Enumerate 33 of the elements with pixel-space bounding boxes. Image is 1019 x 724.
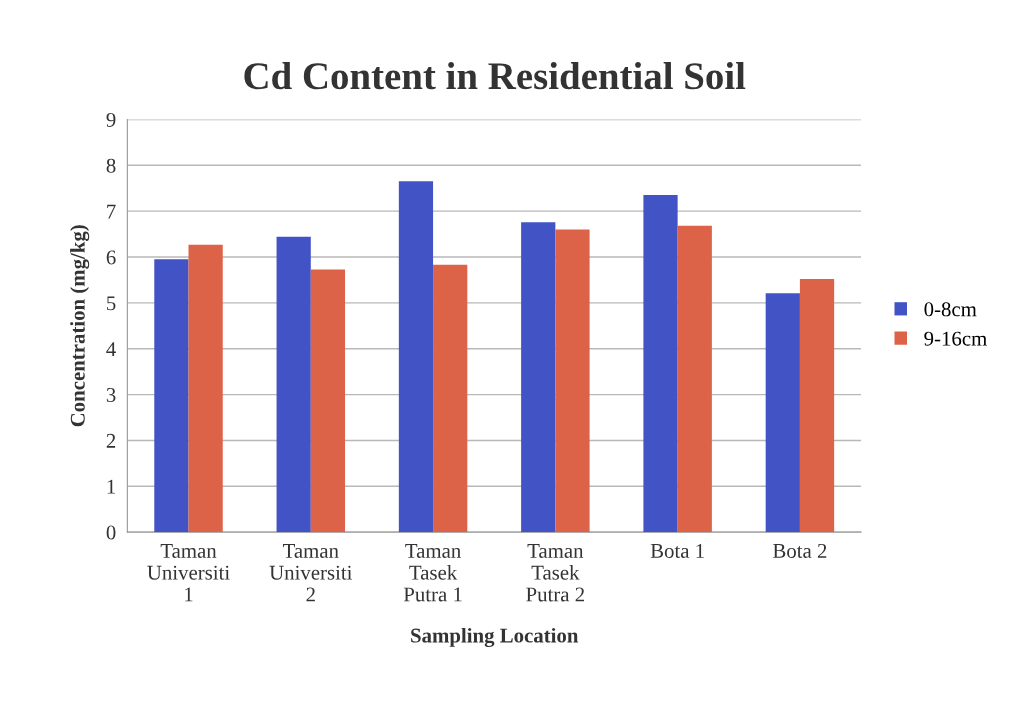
bar (765, 293, 800, 533)
x-tick-label: Taman Tasek Putra 2 (526, 544, 585, 602)
bar (310, 269, 346, 533)
y-tick-label: 2 (106, 433, 116, 448)
bar (521, 222, 556, 533)
legend-label: 0-8cm (924, 302, 977, 317)
bar (188, 244, 223, 533)
legend-label: 9-16cm (924, 331, 987, 346)
y-axis-title: Concentration (mg/kg) (70, 225, 90, 427)
y-tick-label: 9 (106, 112, 116, 127)
chart-title: Cd Content in Residential Soil (244, 61, 746, 90)
y-tick-label: 1 (107, 479, 116, 494)
x-tick-label: Taman Tasek Putra 1 (403, 544, 462, 602)
x-tick-label: Bota 2 (773, 543, 827, 558)
x-axis-title: Sampling Location (411, 627, 579, 647)
y-tick-label: 0 (106, 525, 116, 540)
bar (555, 229, 590, 533)
y-tick-label: 6 (106, 250, 116, 265)
y-tick-label: 5 (107, 296, 116, 311)
bar (677, 225, 712, 533)
bar (398, 181, 434, 533)
y-tick-label: 7 (107, 204, 116, 219)
y-tick-label: 3 (106, 388, 116, 403)
bar (799, 279, 835, 533)
bar (643, 195, 678, 533)
y-tick-label: 4 (106, 342, 116, 356)
bar (276, 236, 311, 533)
x-tick-label: Taman Universiti 1 (147, 544, 230, 602)
y-tick-label: 8 (106, 158, 116, 173)
bar (433, 264, 468, 533)
bar (154, 259, 189, 533)
x-tick-label: Taman Universiti 2 (269, 544, 353, 602)
x-tick-label: Bota 1 (650, 543, 704, 558)
